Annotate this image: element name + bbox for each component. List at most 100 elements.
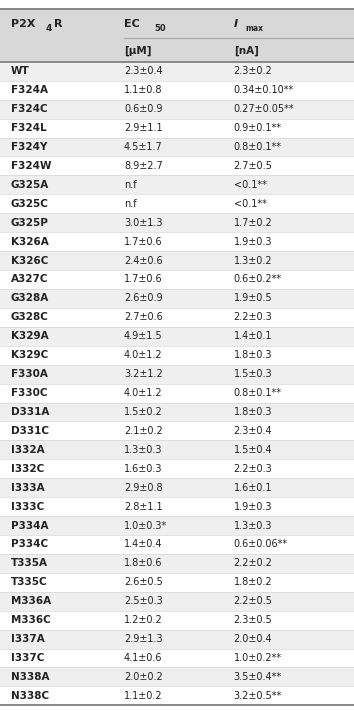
Text: F330C: F330C — [11, 388, 47, 398]
Text: G328C: G328C — [11, 312, 48, 322]
Text: 1.2±0.2: 1.2±0.2 — [124, 615, 162, 625]
Text: 2.8±1.1: 2.8±1.1 — [124, 501, 162, 512]
Bar — [0, 232, 354, 251]
Text: 0.8±0.1**: 0.8±0.1** — [234, 142, 282, 152]
Text: 1.6±0.1: 1.6±0.1 — [234, 483, 272, 493]
Bar — [0, 630, 354, 648]
Bar — [0, 270, 354, 289]
Text: 1.8±0.3: 1.8±0.3 — [234, 407, 272, 417]
Text: n.f: n.f — [124, 180, 137, 190]
Text: 2.2±0.2: 2.2±0.2 — [234, 558, 273, 568]
Bar — [0, 251, 354, 270]
Text: 1.3±0.3: 1.3±0.3 — [234, 520, 272, 530]
Text: N338A: N338A — [11, 672, 49, 682]
Text: 2.5±0.3: 2.5±0.3 — [124, 597, 162, 606]
Text: 2.6±0.5: 2.6±0.5 — [124, 577, 162, 587]
Text: 2.9±1.1: 2.9±1.1 — [124, 123, 162, 133]
Text: D331C: D331C — [11, 426, 48, 436]
Text: [μM]: [μM] — [124, 46, 152, 55]
Bar — [0, 213, 354, 232]
Bar — [0, 119, 354, 137]
Bar — [0, 62, 354, 81]
Text: 4.0±1.2: 4.0±1.2 — [124, 351, 162, 360]
Text: F330A: F330A — [11, 369, 47, 379]
Bar — [0, 327, 354, 346]
Bar — [0, 535, 354, 554]
Text: 0.6±0.2**: 0.6±0.2** — [234, 274, 282, 284]
Text: 2.3±0.2: 2.3±0.2 — [234, 66, 272, 76]
Text: 1.0±0.2**: 1.0±0.2** — [234, 653, 282, 663]
Text: 1.6±0.3: 1.6±0.3 — [124, 464, 162, 474]
Bar — [0, 289, 354, 308]
Text: 1.3±0.2: 1.3±0.2 — [234, 255, 272, 266]
Text: 3.5±0.4**: 3.5±0.4** — [234, 672, 282, 682]
Text: G325A: G325A — [11, 180, 49, 190]
Text: 2.0±0.4: 2.0±0.4 — [234, 634, 272, 644]
Text: n.f: n.f — [124, 199, 137, 209]
Bar — [0, 648, 354, 668]
Text: F324Y: F324Y — [11, 142, 47, 152]
Text: I333A: I333A — [11, 483, 44, 493]
Text: I333C: I333C — [11, 501, 44, 512]
Bar — [0, 194, 354, 213]
Text: 0.6±0.9: 0.6±0.9 — [124, 105, 162, 114]
Text: 2.3±0.5: 2.3±0.5 — [234, 615, 272, 625]
Bar — [0, 611, 354, 630]
Text: 8.9±2.7: 8.9±2.7 — [124, 161, 162, 171]
Text: WT: WT — [11, 66, 29, 76]
Text: I337A: I337A — [11, 634, 44, 644]
Text: 2.7±0.5: 2.7±0.5 — [234, 161, 273, 171]
Text: 2.4±0.6: 2.4±0.6 — [124, 255, 162, 266]
Text: 2.9±1.3: 2.9±1.3 — [124, 634, 162, 644]
Text: 3.2±1.2: 3.2±1.2 — [124, 369, 162, 379]
Bar — [0, 459, 354, 479]
Bar — [0, 137, 354, 156]
Bar — [0, 308, 354, 327]
Bar — [0, 38, 354, 62]
Text: G328A: G328A — [11, 294, 49, 304]
Text: 3.2±0.5**: 3.2±0.5** — [234, 691, 282, 701]
Text: 2.2±0.5: 2.2±0.5 — [234, 597, 273, 606]
Text: K326C: K326C — [11, 255, 48, 266]
Text: 1.5±0.3: 1.5±0.3 — [234, 369, 272, 379]
Text: F324C: F324C — [11, 105, 47, 114]
Text: 50: 50 — [154, 24, 166, 33]
Bar — [0, 422, 354, 440]
Text: T335C: T335C — [11, 577, 47, 587]
Bar — [0, 497, 354, 516]
Text: 1.9±0.3: 1.9±0.3 — [234, 237, 272, 247]
Bar — [0, 516, 354, 535]
Text: 1.5±0.4: 1.5±0.4 — [234, 445, 272, 455]
Text: 1.4±0.1: 1.4±0.1 — [234, 331, 272, 341]
Text: 1.7±0.2: 1.7±0.2 — [234, 218, 272, 228]
Text: 0.6±0.06**: 0.6±0.06** — [234, 540, 288, 550]
Text: 1.1±0.8: 1.1±0.8 — [124, 85, 162, 95]
Text: M336A: M336A — [11, 597, 51, 606]
Text: 1.4±0.4: 1.4±0.4 — [124, 540, 162, 550]
Text: <0.1**: <0.1** — [234, 180, 267, 190]
Text: 2.0±0.2: 2.0±0.2 — [124, 672, 162, 682]
Text: 1.3±0.3: 1.3±0.3 — [124, 445, 162, 455]
Text: K329C: K329C — [11, 351, 48, 360]
Text: 1.7±0.6: 1.7±0.6 — [124, 237, 162, 247]
Text: 1.7±0.6: 1.7±0.6 — [124, 274, 162, 284]
Text: max: max — [245, 24, 263, 33]
Text: EC: EC — [124, 19, 139, 29]
Text: P334A: P334A — [11, 520, 48, 530]
Bar — [0, 346, 354, 365]
Text: R: R — [54, 19, 62, 29]
Text: 1.8±0.6: 1.8±0.6 — [124, 558, 162, 568]
Bar — [0, 402, 354, 422]
Bar — [0, 156, 354, 176]
Bar — [0, 365, 354, 384]
Text: 4.9±1.5: 4.9±1.5 — [124, 331, 162, 341]
Bar — [0, 9, 354, 38]
Text: 4.0±1.2: 4.0±1.2 — [124, 388, 162, 398]
Text: 2.2±0.3: 2.2±0.3 — [234, 464, 272, 474]
Text: 3.0±1.3: 3.0±1.3 — [124, 218, 162, 228]
Text: A327C: A327C — [11, 274, 48, 284]
Bar — [0, 384, 354, 402]
Text: 2.7±0.6: 2.7±0.6 — [124, 312, 162, 322]
Text: 1.0±0.3*: 1.0±0.3* — [124, 520, 167, 530]
Text: I337C: I337C — [11, 653, 44, 663]
